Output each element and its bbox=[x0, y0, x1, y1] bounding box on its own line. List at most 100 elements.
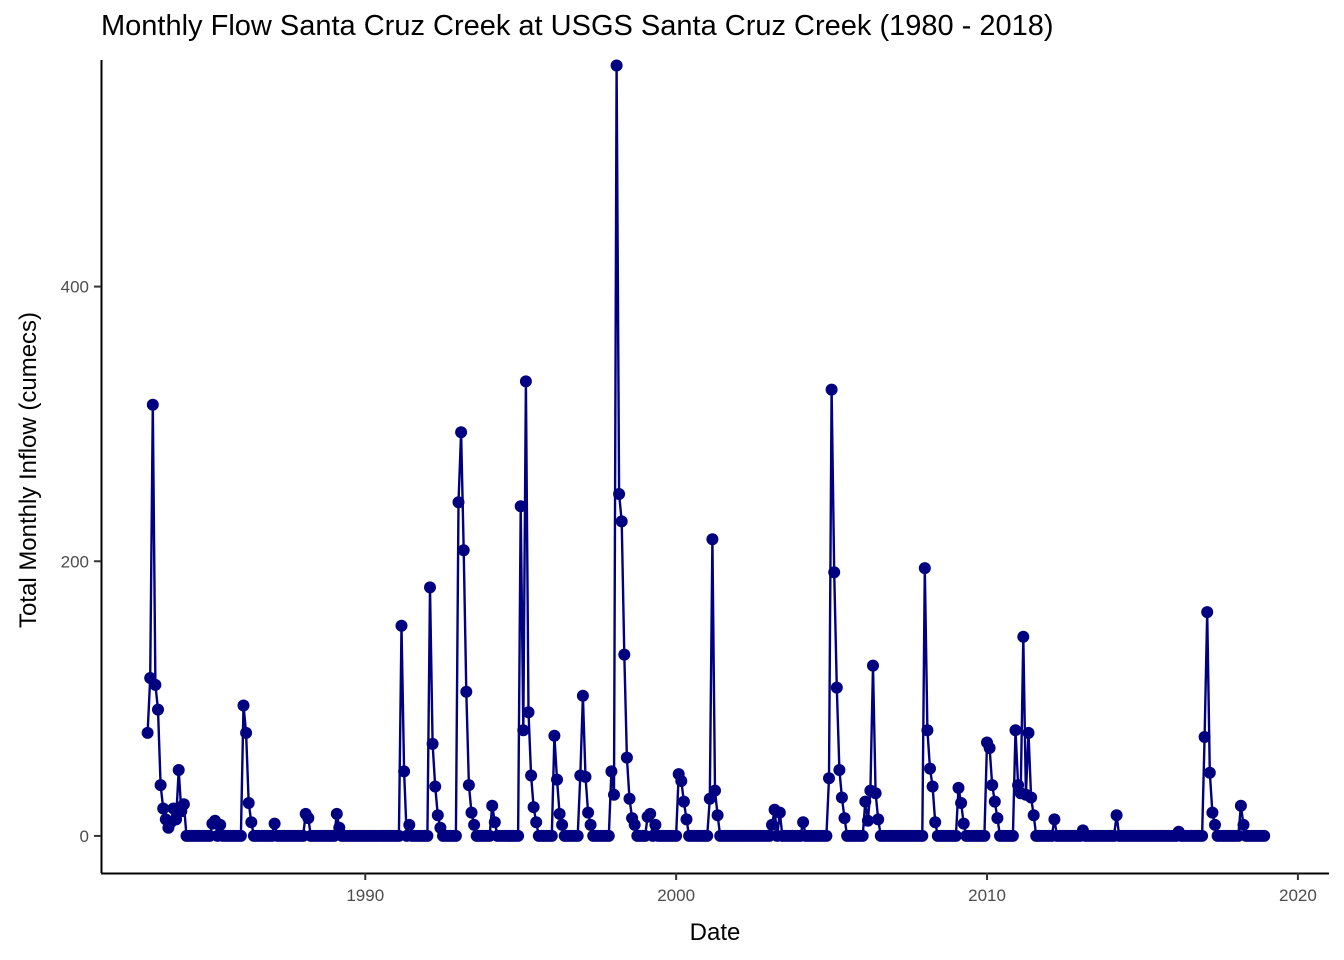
data-point bbox=[545, 829, 558, 842]
data-point bbox=[525, 769, 538, 782]
data-point bbox=[644, 807, 657, 820]
data-point bbox=[1198, 731, 1211, 743]
data-point bbox=[551, 773, 563, 786]
x-axis-ticks: 1990 2000 2010 2020 bbox=[346, 873, 1317, 905]
y-tick-label: 0 bbox=[80, 827, 89, 846]
data-point bbox=[978, 829, 991, 842]
data-point bbox=[1234, 799, 1247, 812]
data-point bbox=[468, 818, 481, 831]
data-point bbox=[268, 817, 281, 830]
data-point bbox=[670, 829, 683, 842]
data-point bbox=[431, 809, 444, 822]
data-point bbox=[141, 726, 154, 739]
x-tick-label: 2000 bbox=[657, 886, 695, 905]
data-point bbox=[706, 533, 719, 546]
data-point bbox=[512, 829, 525, 842]
series-points bbox=[141, 59, 1271, 842]
data-point bbox=[403, 818, 416, 831]
data-point bbox=[797, 816, 810, 829]
data-point bbox=[527, 801, 540, 814]
data-point bbox=[1017, 630, 1030, 643]
data-point bbox=[330, 807, 343, 820]
data-point bbox=[926, 780, 939, 793]
data-point bbox=[429, 780, 442, 793]
data-point bbox=[618, 648, 631, 661]
data-point bbox=[1009, 724, 1022, 737]
data-point bbox=[1258, 829, 1271, 842]
data-point bbox=[460, 685, 473, 698]
data-point bbox=[1110, 809, 1123, 822]
data-point bbox=[820, 829, 833, 842]
data-point bbox=[488, 816, 501, 829]
data-point bbox=[452, 496, 465, 509]
data-point bbox=[649, 818, 662, 831]
flow-line bbox=[146, 64, 1265, 838]
data-point bbox=[916, 829, 929, 842]
data-point bbox=[424, 581, 436, 594]
x-tick-label: 2020 bbox=[1279, 886, 1317, 905]
data-point bbox=[838, 812, 851, 825]
data-point bbox=[613, 488, 626, 500]
data-point bbox=[833, 764, 846, 776]
data-point bbox=[582, 806, 595, 819]
data-point bbox=[991, 812, 1004, 825]
data-point bbox=[571, 829, 584, 842]
data-point bbox=[921, 724, 934, 737]
data-point bbox=[1201, 606, 1214, 619]
data-point bbox=[517, 724, 530, 737]
data-point bbox=[1206, 806, 1219, 819]
data-point bbox=[154, 779, 167, 792]
data-point bbox=[242, 797, 255, 809]
data-point bbox=[677, 795, 690, 808]
data-point bbox=[395, 619, 408, 632]
y-axis-ticks: 0 200 400 bbox=[61, 278, 101, 846]
data-point bbox=[1196, 829, 1209, 842]
data-point bbox=[462, 779, 475, 792]
data-point bbox=[522, 706, 535, 719]
data-point bbox=[605, 765, 618, 778]
data-point bbox=[146, 398, 159, 411]
data-point bbox=[610, 59, 623, 72]
data-point bbox=[924, 762, 936, 775]
data-point bbox=[773, 806, 786, 819]
data-point bbox=[623, 792, 636, 805]
data-point bbox=[983, 742, 996, 754]
data-point bbox=[421, 829, 434, 842]
data-point bbox=[426, 737, 439, 750]
x-tick-label: 1990 bbox=[346, 886, 384, 905]
data-point bbox=[830, 681, 843, 694]
data-point bbox=[240, 726, 253, 739]
data-point bbox=[455, 426, 468, 439]
data-point bbox=[856, 829, 869, 842]
data-point bbox=[519, 375, 532, 388]
data-point bbox=[465, 806, 478, 819]
data-point bbox=[988, 795, 1001, 808]
data-point bbox=[602, 829, 615, 842]
data-point bbox=[553, 807, 566, 820]
data-point bbox=[1203, 766, 1216, 779]
data-point bbox=[457, 544, 470, 557]
data-point bbox=[1048, 813, 1061, 826]
data-point bbox=[237, 699, 250, 712]
data-point bbox=[701, 829, 714, 842]
data-point bbox=[711, 809, 724, 822]
x-tick-label: 2010 bbox=[968, 886, 1006, 905]
data-point bbox=[1022, 726, 1035, 739]
data-point bbox=[398, 765, 411, 778]
data-point bbox=[177, 798, 190, 811]
data-point bbox=[214, 818, 227, 831]
data-point bbox=[918, 562, 931, 575]
data-point bbox=[825, 383, 838, 396]
data-point bbox=[929, 816, 942, 829]
data-point bbox=[615, 515, 628, 528]
data-point bbox=[486, 799, 499, 812]
data-point bbox=[823, 772, 835, 785]
data-point bbox=[149, 678, 162, 691]
data-point bbox=[172, 764, 185, 776]
data-point bbox=[514, 500, 527, 513]
data-point bbox=[1209, 818, 1221, 831]
series-line bbox=[146, 64, 1265, 838]
data-point bbox=[556, 818, 569, 831]
data-point bbox=[548, 729, 561, 742]
